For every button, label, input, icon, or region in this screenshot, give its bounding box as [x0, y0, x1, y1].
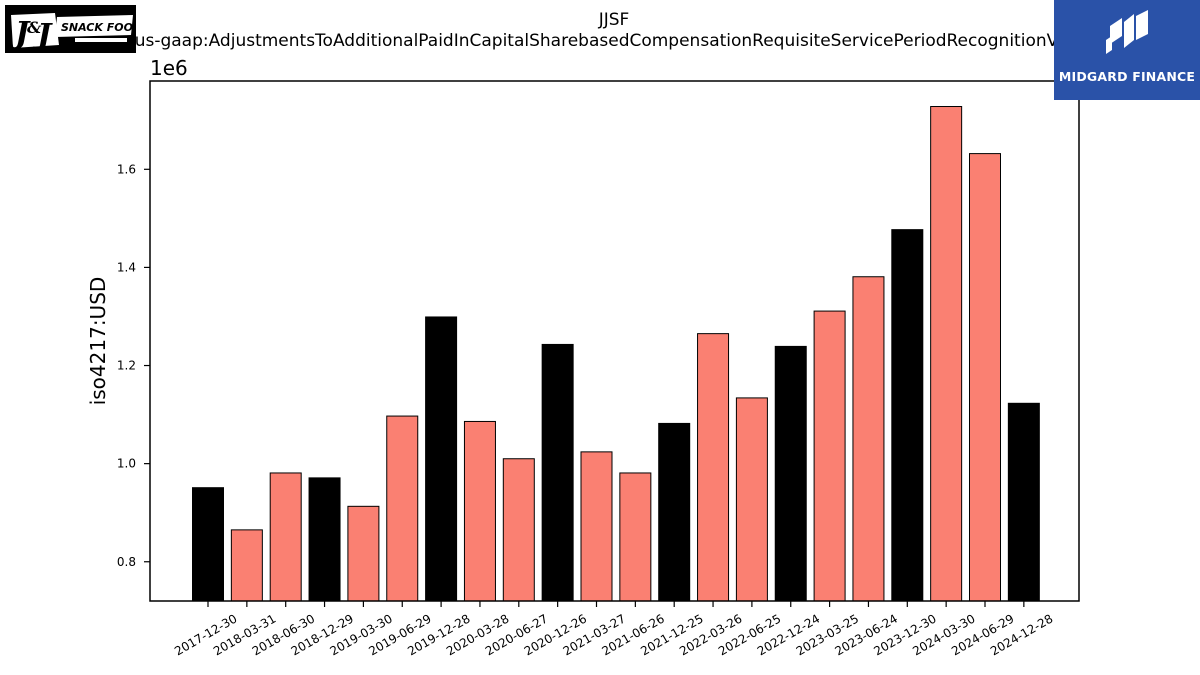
jj-snack-foods-logo: J & J SNACK FOODS	[5, 5, 150, 53]
svg-text:&: &	[27, 18, 42, 37]
bar-2022-12-24	[774, 345, 807, 602]
bar-2018-06-30	[269, 472, 302, 602]
bar-2018-03-31	[230, 529, 263, 602]
bar-2019-06-29	[386, 415, 419, 602]
bar-2020-06-27	[502, 458, 535, 602]
bar-2021-12-25	[658, 422, 691, 602]
midgard-finance-logo: MIDGARD FINANCE	[1054, 0, 1200, 100]
bars-group	[192, 106, 1040, 602]
plot-area-frame	[149, 80, 1080, 602]
svg-text:J: J	[32, 18, 53, 53]
jj-snack-foods-logo-graphic: J & J SNACK FOODS	[5, 5, 150, 53]
y-tick-label: 1.4	[117, 260, 136, 274]
bar-2020-03-28	[463, 420, 496, 602]
y-axis-multiplier: 1e6	[150, 56, 188, 80]
bar-2023-03-25	[813, 310, 846, 602]
bar-2019-03-30	[347, 505, 380, 602]
x-ticks-group: 2017-12-302018-03-312018-06-302018-12-29…	[172, 601, 1055, 658]
y-tick-label: 1.6	[117, 162, 136, 176]
bar-2023-12-30	[891, 229, 924, 602]
bar-2020-12-26	[541, 343, 574, 602]
chart-subtitle: us-gaap:AdjustmentsToAdditionalPaidInCap…	[135, 31, 1094, 51]
svg-text:J: J	[10, 16, 31, 51]
bar-2024-03-30	[930, 106, 963, 602]
y-tick-label: 1.2	[117, 359, 136, 373]
svg-text:SNACK FOODS: SNACK FOODS	[61, 21, 136, 34]
bar-2021-06-26	[619, 472, 652, 602]
chart-title: JJSF	[598, 10, 630, 30]
bar-2024-06-29	[969, 153, 1001, 602]
y-ticks-group: 0.8 1.0 1.2 1.4 1.6	[117, 162, 150, 569]
y-tick-label: 0.8	[117, 555, 136, 569]
bar-2022-03-26	[697, 333, 730, 602]
y-tick-label: 1.0	[117, 457, 136, 471]
bar-2019-12-28	[425, 316, 458, 602]
bar-2023-06-24	[852, 276, 885, 602]
midgard-finance-name: MIDGARD FINANCE	[1058, 69, 1196, 84]
midgard-finance-mark	[1106, 10, 1148, 54]
bar-2022-06-25	[735, 397, 768, 602]
bar-2021-03-27	[580, 451, 613, 602]
bar-2018-12-29	[308, 477, 341, 602]
y-axis-label: iso4217:USD	[86, 277, 110, 406]
bar-2017-12-30	[192, 487, 224, 602]
bar-2024-12-28	[1007, 402, 1040, 602]
